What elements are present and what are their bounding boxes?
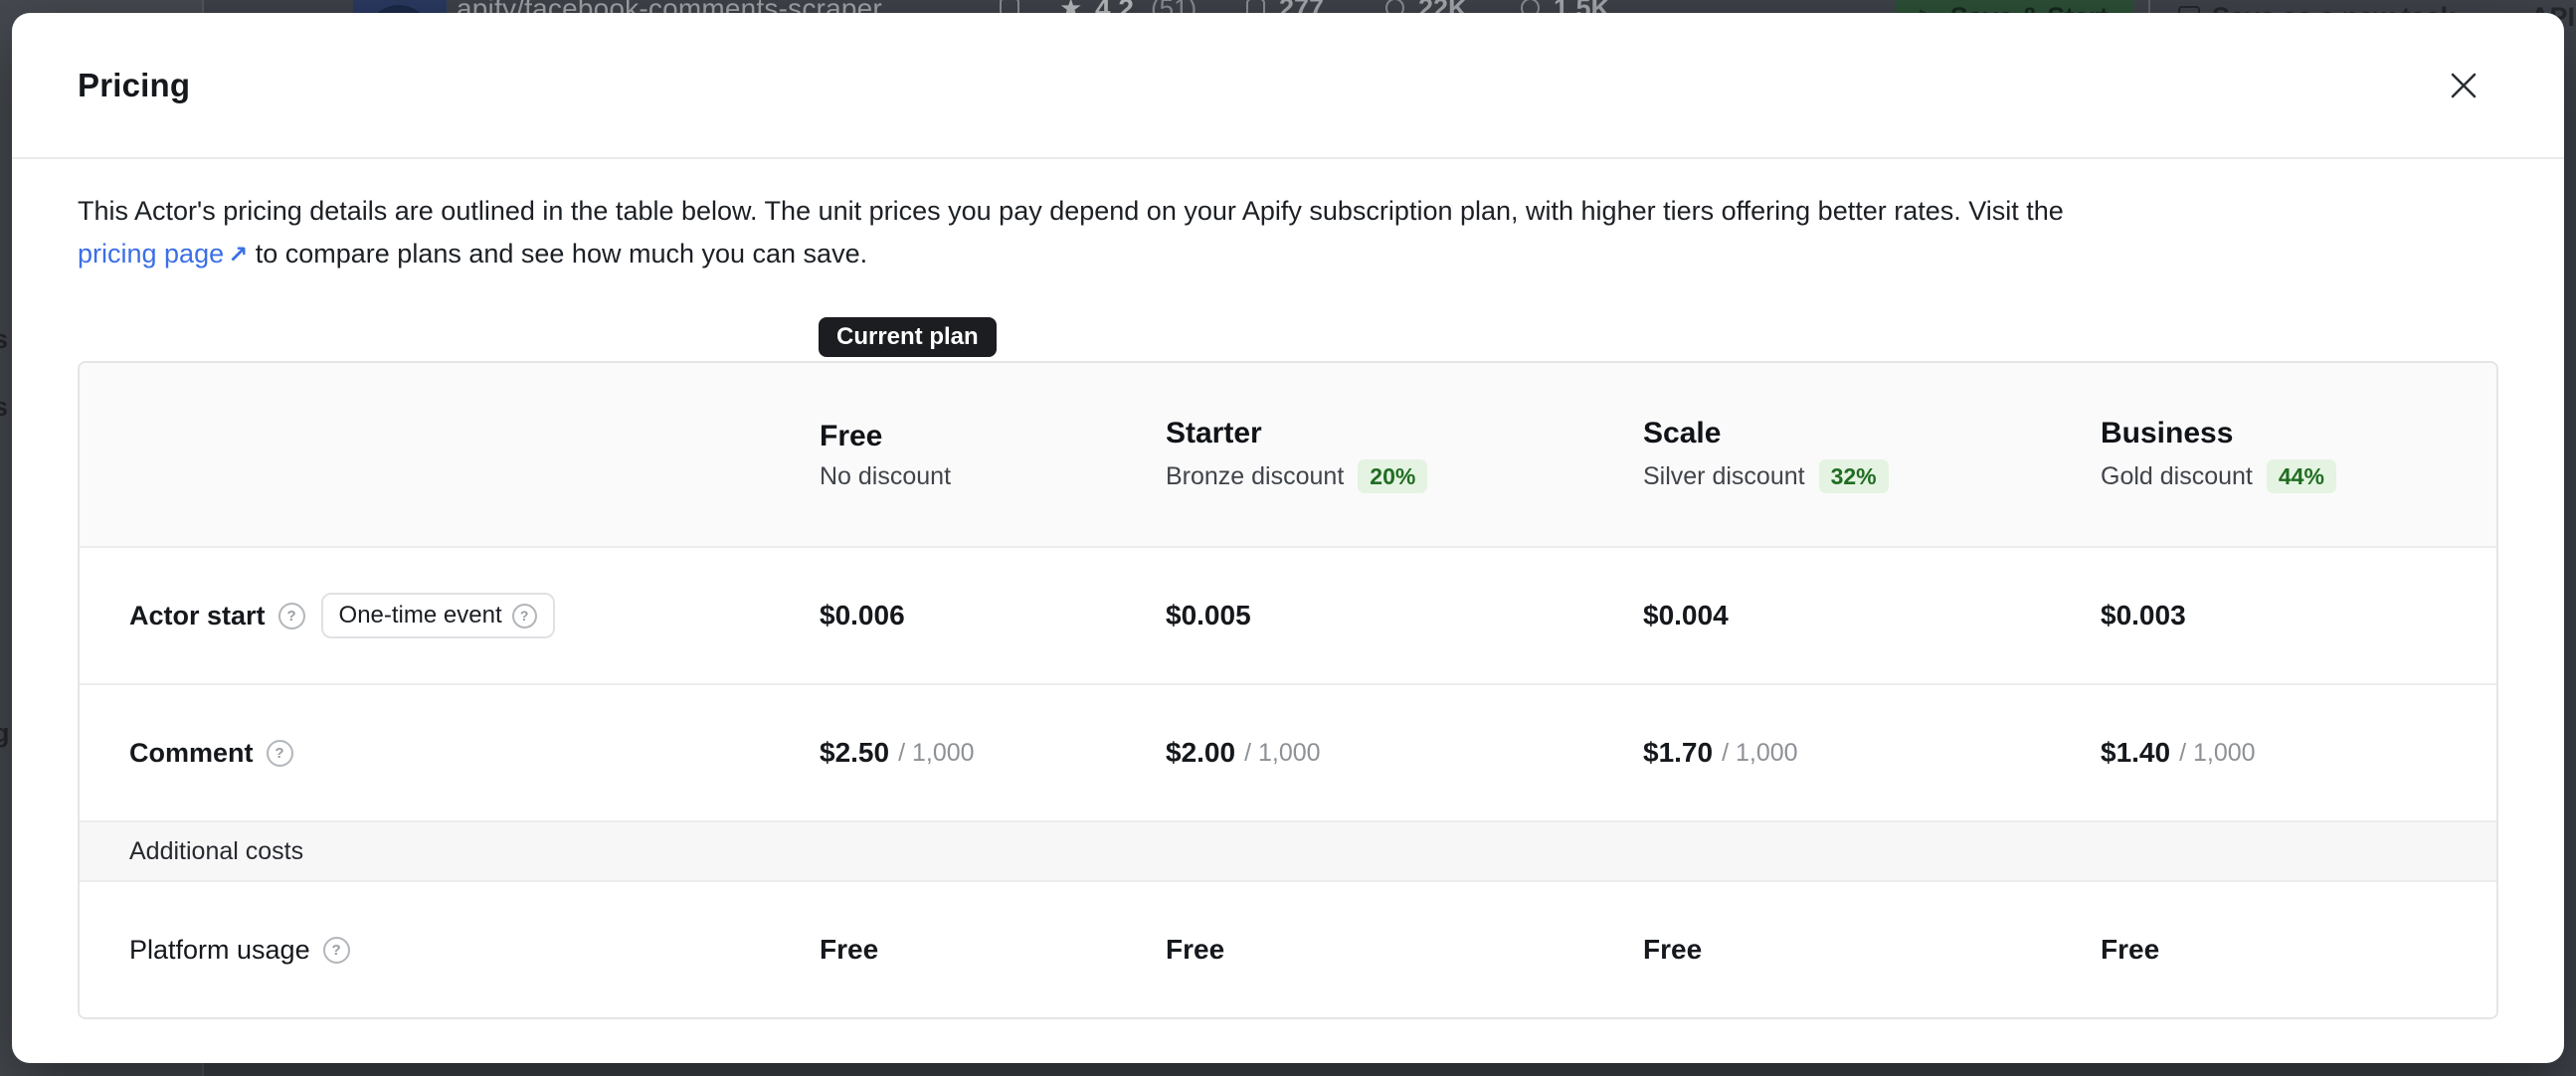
external-link-icon: ↗: [228, 242, 249, 269]
row-label-cell: Actor start ? One-time event ?: [80, 548, 820, 683]
plan-column-business: Business Gold discount 44%: [2101, 363, 2496, 546]
help-icon[interactable]: ?: [277, 602, 305, 629]
row-label-cell: Comment ?: [80, 685, 820, 820]
discount-badge: 20%: [1358, 459, 1428, 493]
price-cell: $0.004: [1643, 600, 1729, 630]
price-cell: $2.00/ 1,000: [1166, 737, 1321, 768]
background-clipped-text: g: [0, 718, 10, 749]
row-label: Platform usage: [129, 934, 310, 965]
price-cell: $1.40/ 1,000: [2101, 737, 2256, 768]
plan-name: Business: [2101, 417, 2234, 449]
price-cell: $0.005: [1166, 600, 1251, 630]
section-label: Additional costs: [129, 836, 304, 865]
pricing-table: Free No discount Starter Bronze discount…: [78, 361, 2498, 1019]
plan-column-starter: Starter Bronze discount 20%: [1166, 363, 1643, 546]
plan-column-scale: Scale Silver discount 32%: [1643, 363, 2101, 546]
background-clipped-text: s: [0, 392, 8, 423]
one-time-event-tag: One-time event ?: [320, 593, 555, 638]
plan-discount: Gold discount 44%: [2101, 459, 2336, 493]
pricing-modal: Pricing This Actor's pricing details are…: [12, 13, 2564, 1063]
plan-name: Free: [820, 419, 883, 452]
header-empty-cell: [80, 363, 820, 546]
price-cell: $1.70/ 1,000: [1643, 737, 1798, 768]
plan-name: Scale: [1643, 417, 1722, 449]
help-icon[interactable]: ?: [511, 603, 537, 628]
price-cell: Free: [1166, 934, 1225, 965]
description-text: This Actor's pricing details are outline…: [78, 196, 2064, 226]
section-label-cell: Additional costs: [80, 822, 2496, 880]
discount-badge: 44%: [2266, 459, 2336, 493]
page-title: Pricing: [78, 66, 191, 103]
modal-header: Pricing: [12, 13, 2564, 159]
close-button[interactable]: [2441, 63, 2486, 108]
plan-name: Starter: [1166, 417, 1262, 449]
table-row-platform-usage: Platform usage ? Free Free Free Free: [80, 880, 2496, 1017]
plan-column-free: Free No discount: [820, 363, 1166, 546]
table-header-row: Free No discount Starter Bronze discount…: [80, 363, 2496, 546]
close-icon: [2451, 73, 2477, 97]
pricing-description: This Actor's pricing details are outline…: [78, 190, 2498, 276]
price-cell: Free: [820, 934, 879, 965]
table-row-comment: Comment ? $2.50/ 1,000 $2.00/ 1,000 $1.7…: [80, 683, 2496, 820]
plan-discount: Silver discount 32%: [1643, 459, 1889, 493]
row-label: Comment: [129, 737, 254, 768]
plan-discount: Bronze discount 20%: [1166, 459, 1428, 493]
price-cell: Free: [2101, 934, 2160, 965]
price-cell: Free: [1643, 934, 1703, 965]
table-row-actor-start: Actor start ? One-time event ? $0.006 $0…: [80, 546, 2496, 683]
price-cell: $0.006: [820, 600, 905, 630]
description-text-after: to compare plans and see how much you ca…: [255, 239, 868, 269]
row-label-cell: Platform usage ?: [80, 882, 820, 1017]
pricing-page-link[interactable]: pricing page ↗: [78, 239, 249, 269]
price-cell: $2.50/ 1,000: [820, 737, 975, 768]
plan-discount: No discount: [820, 461, 952, 490]
modal-body: This Actor's pricing details are outline…: [12, 190, 2564, 1019]
discount-badge: 32%: [1818, 459, 1889, 493]
price-cell: $0.003: [2101, 600, 2186, 630]
table-section-additional-costs: Additional costs: [80, 820, 2496, 880]
row-label: Actor start: [129, 600, 266, 630]
current-plan-badge: Current plan: [819, 317, 997, 357]
help-icon[interactable]: ?: [322, 936, 350, 964]
background-clipped-text: s: [0, 324, 8, 355]
help-icon[interactable]: ?: [266, 739, 293, 767]
